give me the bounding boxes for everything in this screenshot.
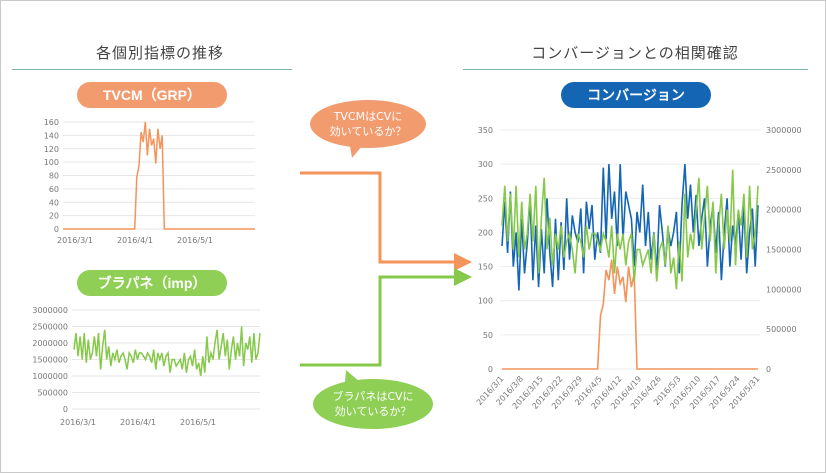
left-section-title: 各個別指標の推移 [95,44,224,62]
left-title-rule [12,69,292,70]
tvcm-chart-title: TVCM（GRP） [77,82,227,108]
right-title-rule [463,69,808,70]
conversion-chart-title: コンバージョン [561,82,711,108]
right-section-title: コンバージョンとの相関確認 [531,44,739,62]
brandpanel-chart-title: ブラパネ（imp） [77,270,227,296]
